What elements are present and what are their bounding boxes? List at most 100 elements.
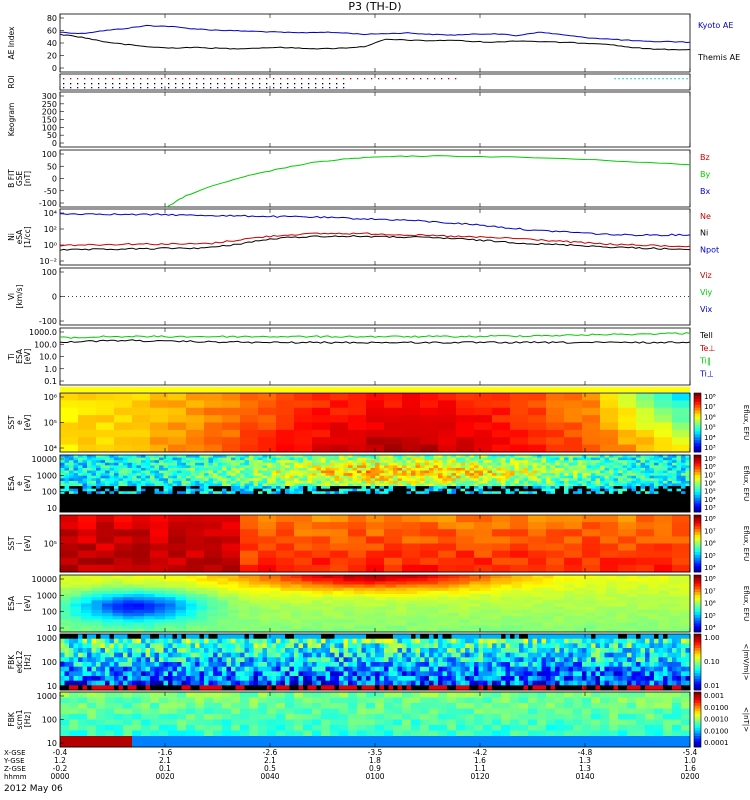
heat-cell (397, 496, 403, 500)
heat-cell (271, 478, 277, 482)
heat-cell (291, 594, 302, 598)
heat-cell (375, 509, 380, 513)
heat-cell (354, 587, 365, 592)
roi-dot (182, 83, 184, 85)
colorbar-step (694, 457, 701, 462)
heat-cell (186, 473, 191, 477)
heat-cell (69, 499, 74, 503)
heat-cell (385, 613, 397, 617)
heat-cell (519, 473, 524, 477)
heat-cell (522, 609, 533, 614)
heat-cell (397, 455, 403, 458)
heat-cell (154, 606, 166, 611)
heat-cell (186, 543, 205, 552)
heat-cell (186, 429, 205, 438)
heat-cell (613, 480, 619, 484)
heat-cell (402, 543, 421, 552)
heat-cell (118, 462, 124, 466)
heat-cell (312, 536, 331, 544)
heat-cell (546, 393, 565, 401)
heat-cell (364, 600, 376, 604)
heat-cell (618, 499, 623, 503)
heat-cell (672, 473, 677, 477)
heat-cell (496, 460, 502, 464)
heat-cell (87, 455, 92, 458)
heat-cell (654, 564, 673, 573)
heat-cell (294, 460, 299, 464)
heat-cell (109, 460, 115, 464)
heat-cell (550, 455, 556, 458)
heat-cell (460, 457, 466, 461)
y-tick-label: 10000 (32, 455, 57, 464)
heat-cell (393, 486, 398, 490)
heat-cell (154, 462, 160, 466)
heat-cell (357, 478, 362, 482)
heat-cell (259, 594, 271, 598)
heat-cell (397, 462, 403, 466)
heat-cell (568, 470, 574, 474)
roi-dot (336, 78, 338, 80)
heat-cell (294, 488, 299, 492)
heat-cell (348, 444, 367, 453)
heat-cell (334, 475, 340, 479)
roi-dot (245, 83, 247, 85)
heat-cell (352, 478, 358, 482)
heat-cell (325, 486, 331, 490)
heat-cell (100, 488, 106, 492)
heat-cell (154, 473, 160, 477)
heat-cell (316, 460, 322, 464)
heat-cell (60, 504, 65, 508)
heat-cell (442, 506, 448, 510)
heat-cell (102, 603, 113, 608)
heat-cell (343, 506, 349, 510)
heat-cell (375, 457, 380, 461)
heat-cell (451, 460, 457, 464)
heat-cell (276, 422, 295, 431)
heat-cell (96, 488, 101, 492)
heat-cell (175, 575, 187, 579)
heat-cell (613, 493, 619, 497)
roi-dot (455, 78, 457, 80)
heat-cell (270, 613, 281, 617)
heat-cell (510, 429, 529, 438)
heat-cell (186, 491, 191, 495)
heat-cell (393, 493, 398, 497)
roi-dot (273, 87, 275, 89)
colorbar-step (694, 540, 701, 544)
heat-cell (384, 422, 403, 431)
heat-cell (474, 486, 479, 490)
heat-cell (123, 619, 134, 623)
heat-cell (676, 480, 682, 484)
heat-cell (501, 475, 506, 479)
heat-cell (501, 616, 512, 620)
y-axis-label: B FIT (7, 169, 16, 188)
heat-cell (267, 504, 272, 508)
heat-cell (384, 515, 403, 523)
roi-dot (434, 78, 436, 80)
heat-cell (676, 506, 682, 510)
heat-cell (69, 467, 74, 471)
heat-cell (168, 529, 187, 537)
y-axis-label: [1/cc] (23, 226, 32, 247)
heat-cell (510, 499, 515, 503)
heat-cell (618, 550, 637, 559)
heat-cell (357, 455, 362, 458)
heat-cell (177, 475, 182, 479)
heat-cell (636, 467, 641, 471)
heat-cell (384, 506, 389, 510)
heat-cell (456, 429, 475, 438)
heat-cell (528, 543, 547, 552)
heat-cell (217, 457, 223, 461)
heat-cell (649, 473, 655, 477)
heat-cell (631, 483, 637, 487)
heat-cell (258, 480, 263, 484)
heat-cell (415, 491, 421, 495)
heat-cell (586, 509, 592, 513)
heat-cell (81, 625, 92, 630)
heat-cell (312, 609, 323, 614)
heat-cell (438, 536, 457, 544)
heat-cell (150, 529, 169, 537)
heat-cell (348, 564, 367, 573)
heat-cell (480, 625, 491, 630)
heat-cell (460, 467, 466, 471)
